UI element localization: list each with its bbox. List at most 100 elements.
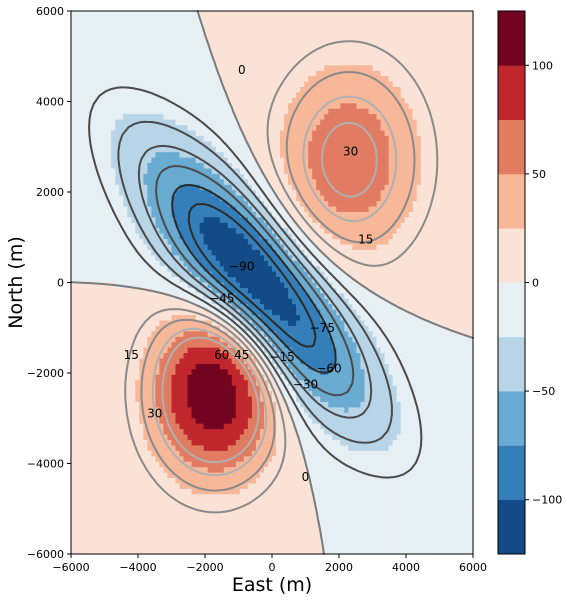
contour-fill-cell <box>151 76 157 83</box>
contour-fill-cell <box>215 233 221 240</box>
contour-fill-cell <box>131 179 136 186</box>
contour-fill-cell <box>111 374 116 381</box>
contour-fill-cell <box>115 108 120 115</box>
contour-fill-cell <box>139 184 144 191</box>
contour-fill-cell <box>103 521 108 528</box>
contour-fill-cell <box>79 266 84 273</box>
contour-fill-cell <box>171 233 177 240</box>
contour-fill-cell <box>231 304 237 311</box>
contour-fill-cell <box>223 168 229 175</box>
contour-fill-cell <box>203 461 209 468</box>
contour-fill-cell <box>167 456 173 463</box>
contour-fill-cell <box>139 195 144 202</box>
contour-fill-cell <box>103 385 108 392</box>
contour-fill-cell <box>75 505 80 512</box>
contour-fill-cell <box>163 494 169 501</box>
contour-fill-cell <box>183 380 189 387</box>
contour-fill-cell <box>235 255 241 262</box>
contour-fill-cell <box>135 358 140 365</box>
contour-fill-cell <box>235 456 241 463</box>
contour-fill-cell <box>183 141 189 148</box>
contour-fill-cell <box>247 211 253 218</box>
contour-fill-cell <box>155 477 161 485</box>
contour-fill-cell <box>71 445 76 452</box>
contour-fill-cell <box>239 119 245 126</box>
contour-fill-cell <box>111 152 116 159</box>
contour-fill-cell <box>159 369 165 376</box>
contour-fill-cell <box>223 184 229 191</box>
contour-fill-cell <box>79 380 84 387</box>
contour-fill-cell <box>243 233 249 240</box>
contour-fill-cell <box>199 374 205 381</box>
contour-fill-cell <box>79 239 84 246</box>
contour-fill-cell <box>211 152 217 159</box>
contour-fill-cell <box>247 488 253 495</box>
contour-fill-cell <box>147 271 152 278</box>
contour-fill-cell <box>143 244 148 251</box>
contour-fill-cell <box>191 16 197 23</box>
contour-fill-cell <box>131 445 136 452</box>
contour-fill-cell <box>235 49 241 56</box>
contour-fill-cell <box>191 173 197 180</box>
contour-fill-cell <box>147 11 152 18</box>
contour-fill-cell <box>139 505 144 512</box>
contour-fill-cell <box>235 59 241 66</box>
contour-fill-cell <box>195 282 201 289</box>
contour-fill-cell <box>171 108 177 115</box>
contour-fill-cell <box>215 467 221 474</box>
contour-fill-cell <box>243 43 249 50</box>
contour-fill-cell <box>131 92 136 99</box>
contour-fill-cell <box>115 287 120 294</box>
contour-fill-cell <box>163 87 169 94</box>
contour-fill-cell <box>107 146 112 153</box>
contour-fill-cell <box>215 499 221 506</box>
contour-fill-cell <box>79 201 84 208</box>
contour-fill-cell <box>175 97 181 104</box>
contour-fill-cell <box>199 461 205 468</box>
contour-fill-cell <box>127 135 132 142</box>
contour-fill-cell <box>131 32 136 39</box>
contour-fill-cell <box>87 521 92 528</box>
contour-fill-cell <box>115 439 120 446</box>
contour-fill-cell <box>139 510 144 517</box>
contour-fill-cell <box>87 434 92 441</box>
contour-fill-cell <box>147 168 152 175</box>
contour-fill-cell <box>135 543 140 550</box>
contour-fill-cell <box>223 249 229 256</box>
contour-fill-cell <box>251 217 257 224</box>
contour-fill-cell <box>223 38 229 45</box>
contour-fill-cell <box>191 125 197 132</box>
contour-fill-cell <box>135 233 140 240</box>
contour-fill-cell <box>183 277 189 284</box>
contour-fill-cell <box>175 336 181 343</box>
contour-fill-cell <box>159 401 165 408</box>
contour-fill-cell <box>91 391 96 398</box>
contour-fill-cell <box>183 59 189 66</box>
contour-fill-cell <box>111 125 116 132</box>
contour-fill-cell <box>131 521 136 528</box>
contour-fill-cell <box>143 130 148 137</box>
contour-fill-cell <box>131 543 136 550</box>
contour-fill-cell <box>79 27 84 34</box>
contour-fill-cell <box>71 11 76 18</box>
contour-fill-cell <box>191 271 197 278</box>
contour-fill-cell <box>131 201 136 208</box>
contour-fill-cell <box>71 16 76 23</box>
contour-fill-cell <box>227 157 233 164</box>
contour-fill-cell <box>75 532 80 539</box>
contour-fill-cell <box>195 385 201 392</box>
contour-fill-cell <box>247 32 253 39</box>
contour-fill-cell <box>71 179 76 186</box>
contour-fill-cell <box>187 38 193 45</box>
contour-fill-cell <box>83 119 88 126</box>
contour-fill-cell <box>231 439 237 446</box>
contour-fill-cell <box>211 168 217 175</box>
contour-fill-cell <box>127 293 132 300</box>
contour-fill-cell <box>259 515 265 523</box>
contour-fill-cell <box>243 548 249 555</box>
contour-fill-cell <box>239 483 245 490</box>
contour-fill-cell <box>155 521 161 528</box>
contour-fill-cell <box>195 320 201 327</box>
contour-fill-cell <box>139 548 144 555</box>
contour-fill-cell <box>87 249 92 256</box>
